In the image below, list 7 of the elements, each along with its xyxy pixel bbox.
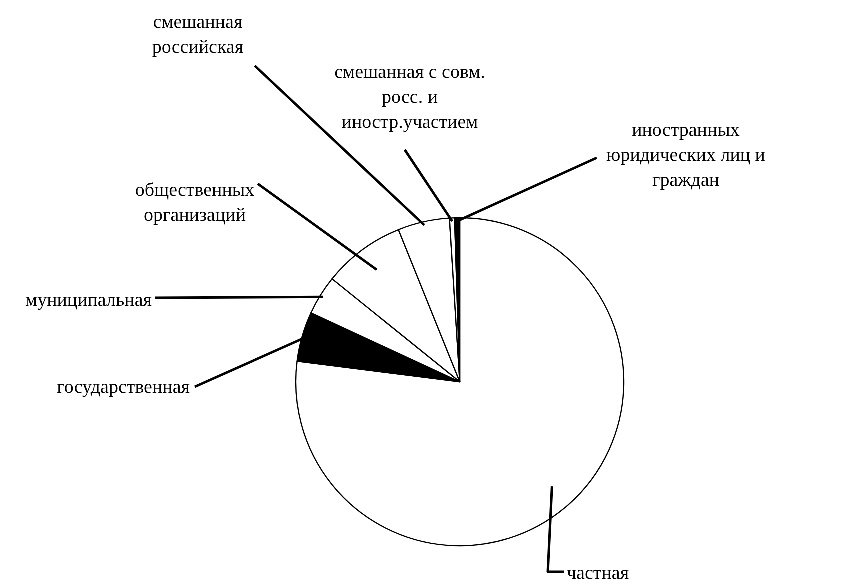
slice-label: смешанная с совм. росс. и иностр.участием xyxy=(334,62,486,133)
slice-label: иностранных юридических лиц и граждан xyxy=(606,120,766,191)
slice-label: частная xyxy=(567,563,630,584)
slice-label: общественных организаций xyxy=(135,180,256,226)
slice-label: муниципальная xyxy=(26,290,152,311)
slice-label: государственная xyxy=(57,377,190,398)
slice-label: смешанная российская xyxy=(152,12,244,58)
